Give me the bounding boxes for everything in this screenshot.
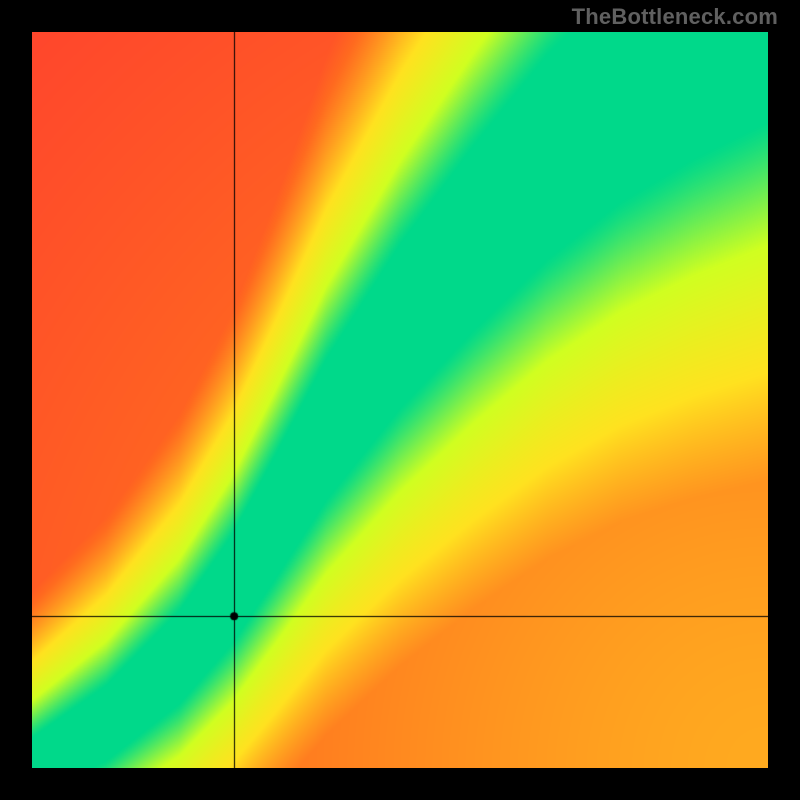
heatmap-canvas [32,32,768,768]
outer-frame: TheBottleneck.com [0,0,800,800]
watermark-label: TheBottleneck.com [572,4,778,30]
heatmap-plot [32,32,768,768]
